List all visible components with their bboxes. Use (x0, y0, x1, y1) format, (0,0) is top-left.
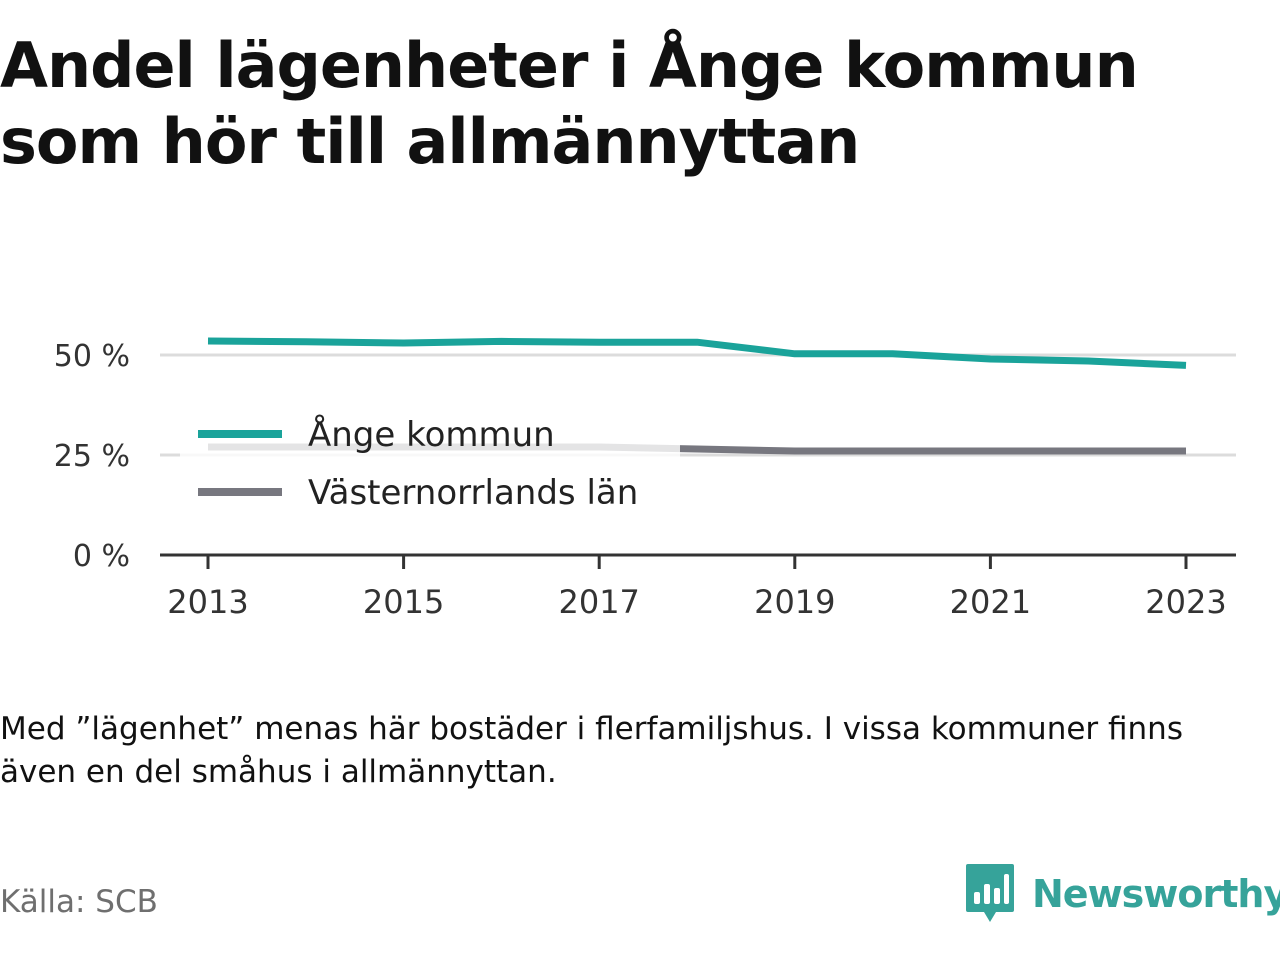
chart-note: Med ”lägenhet” menas här bostäder i fler… (0, 711, 1183, 790)
series-line-1 (207, 337, 1187, 369)
x-tick-label: 2015 (363, 583, 444, 621)
x-tick-label: 2021 (950, 583, 1031, 621)
y-tick-label: 50 % (54, 339, 130, 374)
legend-background (180, 408, 680, 524)
legend-label: Ånge kommun (308, 414, 555, 455)
source-label: Källa: SCB (0, 884, 158, 920)
x-tick-label: 2023 (1145, 583, 1226, 621)
y-tick-label: 0 % (73, 539, 130, 574)
chart-title-line-2: som hör till allmännyttan (0, 105, 860, 178)
legend-label: Västernorrlands län (308, 473, 638, 513)
y-tick-label: 25 % (54, 439, 130, 474)
chart-title-line-1: Andel lägenheter i Ånge kommun (0, 29, 1139, 102)
brand-name: Newsworthy (1032, 872, 1280, 916)
newsworthy-brand: Newsworthy (964, 862, 1280, 926)
line-chart: Ånge kommun Västernorrlands län 0 % 25 % 50… (54, 337, 1236, 621)
x-tick-label: 2017 (558, 583, 639, 621)
x-tick-label: 2019 (754, 583, 835, 621)
legend: Ånge kommun Västernorrlands län (180, 408, 680, 524)
bar-chart-speech-bubble-icon (966, 864, 1014, 922)
x-tick-label: 2013 (167, 583, 248, 621)
chart-title: Andel lägenheter i Ånge kommun som hör t… (0, 28, 1270, 180)
axes: 0 % 25 % 50 % 2013 2015 2017 2019 2021 2023 (54, 339, 1236, 621)
